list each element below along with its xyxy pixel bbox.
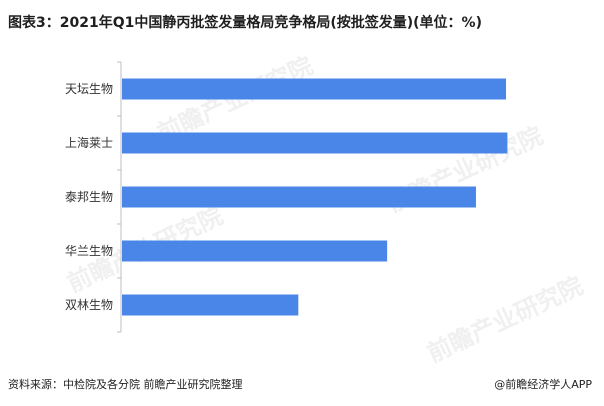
chart-title: 图表3：2021年Q1中国静丙批签发量格局竞争格局(按批签发量)(单位：%) bbox=[8, 15, 482, 31]
bar bbox=[122, 78, 507, 100]
bar bbox=[122, 294, 299, 316]
brand-credit: @前瞻经济学人APP bbox=[494, 378, 592, 391]
category-label: 上海莱士 bbox=[65, 135, 113, 150]
category-label: 天坛生物 bbox=[65, 82, 113, 96]
bar bbox=[122, 186, 476, 208]
bar bbox=[122, 132, 508, 154]
category-label: 双林生物 bbox=[65, 298, 113, 312]
bar bbox=[122, 240, 388, 262]
category-label: 华兰生物 bbox=[65, 244, 113, 258]
source-note: 资料来源：中检院及各分院 前瞻产业研究院整理 bbox=[8, 378, 243, 391]
category-label: 泰邦生物 bbox=[65, 190, 113, 204]
